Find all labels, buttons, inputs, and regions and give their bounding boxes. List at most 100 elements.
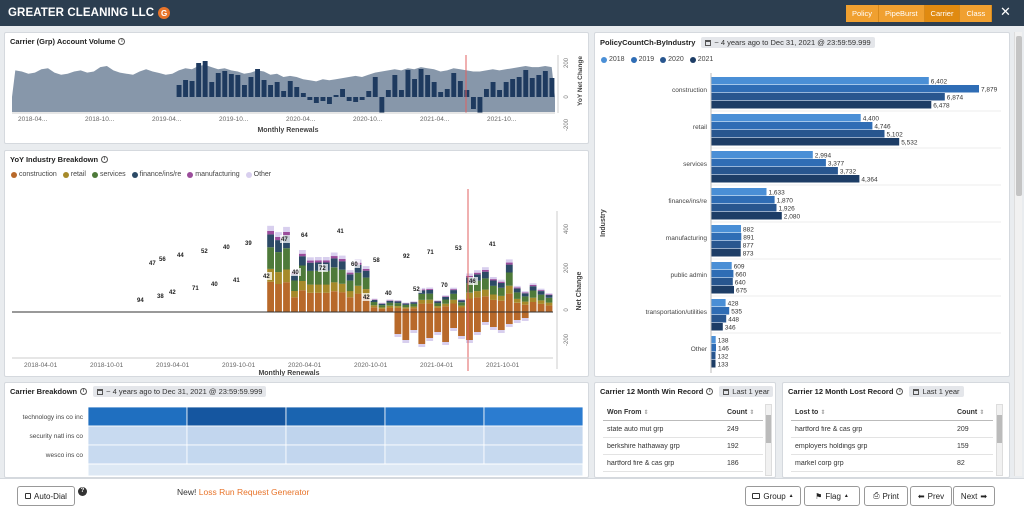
industry-bar-segment[interactable] [434,303,442,307]
industry-bar-segment[interactable] [322,292,330,313]
industry-bar-segment[interactable] [513,287,521,289]
industry-bar-segment[interactable] [482,278,489,290]
industry-bar-segment[interactable] [537,291,545,295]
industry-bar-segment[interactable] [330,256,338,259]
volume-bar[interactable] [300,93,306,97]
industry-bar-segment[interactable] [291,291,298,298]
industry-bar-segment[interactable] [529,286,537,291]
industry-bar-segment[interactable] [513,285,521,288]
prev-button[interactable]: ⬅ Prev [910,486,952,506]
industry-bar-segment[interactable] [378,308,386,312]
industry-bar-segment[interactable] [505,262,513,265]
industry-bar-segment[interactable] [386,300,394,301]
column-header[interactable]: Count ⇕ [957,408,985,416]
volume-bar[interactable] [183,80,188,97]
volume-bar[interactable] [523,70,529,97]
industry-bar-segment[interactable] [378,303,386,306]
volume-bar[interactable] [405,70,411,97]
heatmap-cell[interactable] [87,406,188,427]
volume-bar[interactable] [425,75,431,97]
industry-bar-negative[interactable] [442,312,449,342]
industry-bar-segment[interactable] [275,232,282,237]
info-icon[interactable]: i [896,388,904,395]
volume-bar[interactable] [196,63,202,97]
industry-bar-negative-other[interactable] [442,342,449,345]
industry-bar-segment[interactable] [402,303,410,305]
industry-bar-segment[interactable] [370,298,378,300]
close-icon[interactable]: ✕ [1000,4,1011,19]
industry-bar-segment[interactable] [466,275,473,278]
heatmap-cell[interactable] [483,444,584,465]
tab-policy[interactable]: Policy [846,5,880,22]
policy-bar[interactable] [711,159,826,167]
industry-bar-negative-other[interactable] [482,322,489,325]
policy-bar[interactable] [711,336,716,344]
industry-bar-segment[interactable] [330,282,338,292]
volume-bar[interactable] [412,79,417,97]
sort-icon[interactable]: ⇕ [820,409,826,416]
industry-bar-negative-other[interactable] [418,344,426,347]
legend-item[interactable]: Other [245,171,271,178]
industry-bar-segment[interactable] [442,296,449,297]
industry-bar-segment[interactable] [545,295,553,298]
heatmap-cell[interactable] [87,463,584,477]
industry-bar-segment[interactable] [513,292,521,299]
volume-bar[interactable] [281,91,287,97]
industry-bar-segment[interactable] [474,297,481,312]
volume-bar[interactable] [222,71,228,97]
industry-bar-segment[interactable] [322,270,330,285]
industry-bar-segment[interactable] [490,280,497,286]
sort-icon[interactable]: ⇕ [643,409,649,416]
industry-bar-segment[interactable] [386,302,394,306]
industry-bar-negative[interactable] [426,312,434,338]
policy-bar[interactable] [711,315,727,323]
industry-bar-segment[interactable] [291,280,298,292]
industry-bar-segment[interactable] [474,272,481,275]
legend-item-2019[interactable]: 2019 [630,56,654,63]
policy-bar[interactable] [711,299,726,307]
volume-bar[interactable] [294,87,300,97]
date-range-chip[interactable]: ~ 4 years ago to Dec 31, 2021 @ 23:59:59… [93,386,267,397]
policy-bar[interactable] [711,270,734,278]
industry-bar-segment[interactable] [370,302,378,306]
industry-bar-segment[interactable] [410,308,418,312]
industry-bar-segment[interactable] [426,299,434,304]
industry-bar-segment[interactable] [267,231,274,235]
volume-bar[interactable] [353,97,359,102]
industry-bar-segment[interactable] [537,290,545,291]
help-icon[interactable]: ? [78,487,87,496]
industry-bar-segment[interactable] [307,292,314,312]
industry-bar-segment[interactable] [545,302,553,306]
industry-bar-segment[interactable] [362,270,370,278]
heatmap-cell[interactable] [384,425,485,446]
industry-bar-segment[interactable] [545,305,553,312]
industry-bar-segment[interactable] [283,282,290,312]
industry-bar-segment[interactable] [505,293,513,312]
industry-bar-segment[interactable] [505,285,513,294]
industry-bar-segment[interactable] [426,293,434,300]
volume-bar[interactable] [497,90,502,97]
volume-bar[interactable] [444,89,450,97]
industry-bar-segment[interactable] [346,280,354,292]
industry-bar-segment[interactable] [370,305,378,308]
policy-bar[interactable] [711,188,767,196]
volume-bar[interactable] [209,82,215,97]
industry-bar-segment[interactable] [314,270,322,285]
heatmap-cell[interactable] [285,425,386,446]
next-button[interactable]: Next ➡ [953,486,995,506]
industry-bar-segment[interactable] [394,300,402,301]
industry-bar-segment[interactable] [330,252,338,257]
industry-bar-segment[interactable] [362,277,370,290]
industry-bar-negative-other[interactable] [426,338,434,341]
heatmap-cell[interactable] [186,406,287,427]
industry-bar-segment[interactable] [450,289,457,291]
industry-bar-segment[interactable] [418,300,426,304]
industry-bar-segment[interactable] [458,299,465,301]
industry-bar-segment[interactable] [529,290,537,298]
industry-bar-segment[interactable] [322,257,330,261]
industry-bar-segment[interactable] [338,283,346,293]
industry-bar-segment[interactable] [466,292,473,299]
industry-bar-segment[interactable] [378,305,386,308]
industry-bar-segment[interactable] [450,290,457,294]
industry-bar-segment[interactable] [450,303,457,313]
